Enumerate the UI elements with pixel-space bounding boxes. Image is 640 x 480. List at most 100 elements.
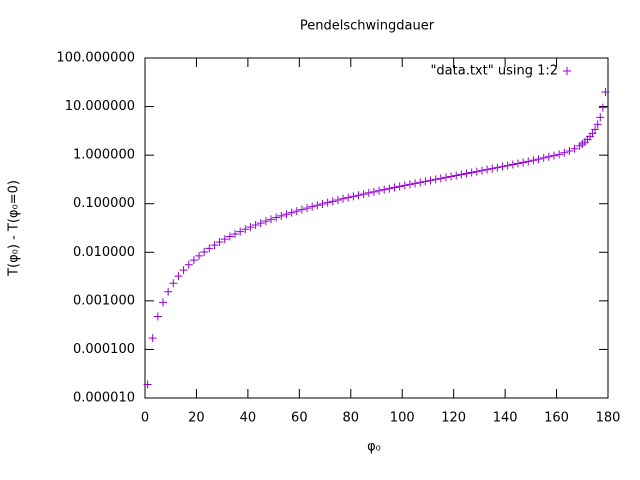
point — [565, 146, 574, 155]
point — [441, 173, 450, 182]
x-tick-label: 140 — [493, 411, 518, 426]
y-tick-label: 10.000000 — [65, 99, 135, 114]
point — [447, 172, 456, 181]
point — [261, 217, 270, 226]
point — [529, 156, 538, 165]
x-tick-label: 160 — [544, 411, 569, 426]
point — [462, 169, 471, 178]
point — [524, 157, 533, 166]
x-tick-label: 180 — [596, 411, 621, 426]
point — [591, 125, 600, 134]
point — [189, 256, 198, 265]
point — [375, 186, 384, 195]
point — [308, 202, 317, 211]
point — [467, 168, 476, 177]
point — [364, 188, 373, 197]
point — [513, 159, 522, 168]
point — [246, 223, 255, 232]
point — [297, 205, 306, 214]
point — [200, 247, 209, 256]
point — [390, 183, 399, 192]
point — [333, 196, 342, 205]
x-tick-label: 60 — [291, 411, 308, 426]
y-axis-label: T(φ₀) - T(φ₀=0) — [7, 180, 22, 277]
point — [328, 197, 337, 206]
x-tick-label: 40 — [240, 411, 257, 426]
point — [215, 238, 224, 247]
point — [287, 208, 296, 217]
point — [519, 158, 528, 167]
point — [369, 187, 378, 196]
x-tick-label: 100 — [390, 411, 415, 426]
point — [323, 198, 332, 207]
point — [267, 215, 276, 224]
point — [488, 164, 497, 173]
point — [169, 279, 178, 288]
point — [483, 165, 492, 174]
plot-border — [144, 57, 609, 399]
point — [164, 287, 173, 296]
point — [282, 210, 291, 219]
point — [225, 232, 234, 241]
point — [143, 380, 152, 389]
point — [256, 219, 265, 228]
point — [174, 272, 183, 281]
point — [426, 176, 435, 185]
point — [210, 241, 219, 250]
point — [598, 103, 607, 112]
point — [555, 150, 564, 159]
point — [411, 179, 420, 188]
point — [400, 181, 409, 190]
point — [220, 235, 229, 244]
point — [539, 153, 548, 162]
chart-title: Pendelschwingdauer — [300, 19, 435, 34]
point — [236, 227, 245, 236]
point — [395, 182, 404, 191]
point — [184, 260, 193, 269]
point — [385, 184, 394, 193]
point — [313, 201, 322, 210]
point — [596, 113, 605, 122]
point — [431, 175, 440, 184]
point — [195, 251, 204, 260]
point — [339, 194, 348, 203]
y-tick-label: 100.000000 — [56, 51, 135, 66]
point — [359, 190, 368, 199]
point — [251, 221, 260, 230]
x-tick-label: 20 — [188, 411, 205, 426]
point — [344, 193, 353, 202]
point — [241, 225, 250, 234]
x-axis-label: φ₀ — [367, 440, 381, 455]
point — [493, 163, 502, 172]
y-tick-label: 0.001000 — [73, 293, 135, 308]
y-tick-label: 0.100000 — [73, 196, 135, 211]
point — [153, 312, 162, 321]
point — [318, 199, 327, 208]
y-tick-label: 0.010000 — [73, 245, 135, 260]
point — [231, 229, 240, 238]
point — [588, 129, 597, 138]
point — [380, 185, 389, 194]
point — [292, 207, 301, 216]
point — [205, 244, 214, 253]
legend-marker — [563, 67, 571, 75]
point — [477, 166, 486, 175]
point — [416, 178, 425, 187]
legend-label: "data.txt" using 1:2 — [430, 64, 558, 79]
x-tick-label: 0 — [141, 411, 149, 426]
point — [534, 155, 543, 164]
point — [277, 211, 286, 220]
point — [354, 191, 363, 200]
point — [593, 120, 602, 129]
point — [421, 177, 430, 186]
point — [503, 161, 512, 170]
point — [544, 152, 553, 161]
point — [148, 334, 157, 343]
point — [498, 162, 507, 171]
y-tick-label: 1.000000 — [73, 148, 135, 163]
point — [560, 148, 569, 157]
x-tick-label: 120 — [441, 411, 466, 426]
point — [405, 180, 414, 189]
